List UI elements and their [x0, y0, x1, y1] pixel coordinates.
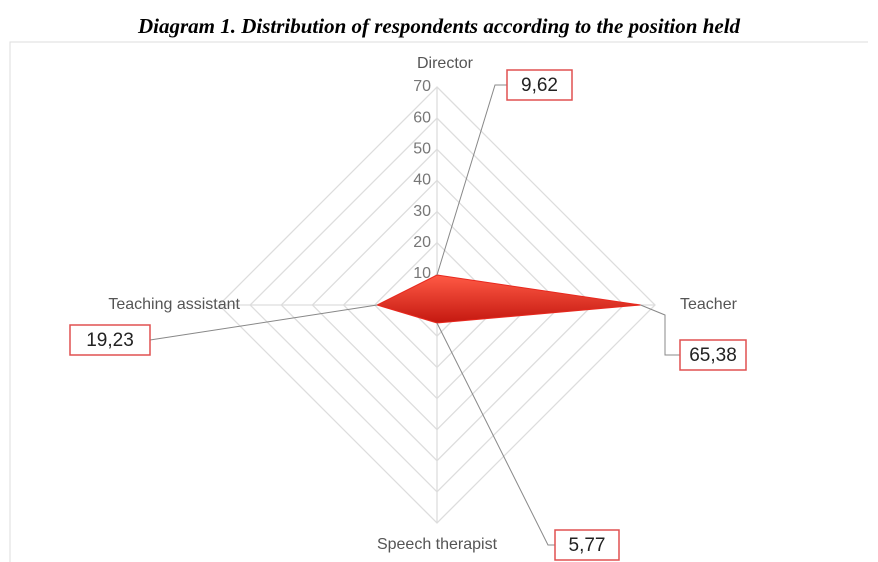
leader-line [436, 84, 507, 276]
value-label: 9,62 [521, 75, 558, 96]
value-label-box [679, 339, 747, 371]
frame [9, 41, 868, 562]
y-tick-label: 30 [413, 203, 431, 220]
y-tick-label: 40 [413, 172, 431, 189]
category-label: Speech therapist [377, 536, 498, 553]
value-label: 65,38 [689, 345, 737, 366]
y-tick-label: 70 [413, 78, 431, 95]
leader-line [640, 304, 680, 356]
y-tick-label: 50 [413, 141, 431, 158]
chart-title: Diagram 1. Distribution of respondents a… [137, 14, 741, 38]
y-tick-label: 20 [413, 234, 431, 251]
value-label-box [69, 324, 151, 356]
leader-line [436, 322, 555, 546]
y-tick-label: 10 [413, 265, 431, 282]
category-label: Director [417, 55, 474, 72]
value-label: 5,77 [569, 535, 606, 556]
value-label-box [554, 529, 620, 561]
value-label-box [506, 69, 573, 101]
y-tick-label: 60 [413, 109, 431, 126]
value-label: 19,23 [86, 330, 134, 351]
category-label: Teaching assistant [108, 296, 240, 313]
category-label: Teacher [680, 296, 738, 313]
leader-line [149, 304, 378, 341]
